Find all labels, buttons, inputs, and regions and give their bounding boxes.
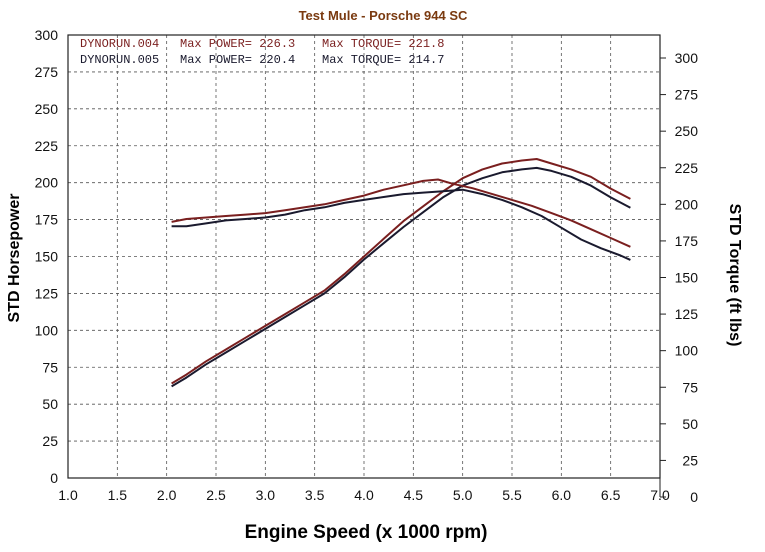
y2-tick-label: 250: [675, 123, 699, 139]
y-tick-label: 125: [35, 285, 59, 301]
y-tick-label: 275: [35, 64, 59, 80]
y2-axis-label: STD Torque (ft lbs): [726, 204, 743, 347]
y2-tick-label: 225: [675, 160, 699, 176]
y2-tick-label: 275: [675, 87, 699, 103]
y2-tick-label: 125: [675, 306, 699, 322]
y2-tick-label: 100: [675, 343, 699, 359]
chart-title: Test Mule - Porsche 944 SC: [299, 8, 468, 23]
y-tick-label: 0: [50, 470, 58, 486]
legend-max-torque: Max TORQUE= 221.8: [322, 37, 444, 51]
x-axis-label: Engine Speed (x 1000 rpm): [245, 522, 488, 543]
legend-max-power: Max POWER= 226.3: [180, 37, 295, 51]
y2-tick-label: 200: [675, 196, 699, 212]
x-tick-label: 6.5: [601, 487, 621, 503]
x-tick-label: 5.0: [453, 487, 473, 503]
y2-tick-label: 50: [682, 416, 698, 432]
x-tick-label: 4.5: [404, 487, 424, 503]
y2-tick-label: 175: [675, 233, 699, 249]
y-tick-label: 75: [42, 359, 58, 375]
x-tick-label: 2.0: [157, 487, 177, 503]
x-tick-label: 3.0: [256, 487, 276, 503]
y-tick-label: 50: [42, 396, 58, 412]
y-tick-label: 25: [42, 433, 58, 449]
y-tick-label: 300: [35, 27, 59, 43]
x-tick-labels: 1.0 1.5 2.0 2.5 3.0 3.5 4.0 4.5 5.0 5.5 6.0 6.5 7.0: [58, 487, 670, 503]
series-line-torque: [171, 178, 631, 248]
x-tick-label: 1.5: [108, 487, 128, 503]
series-line-torque: [171, 188, 631, 261]
series-line-power: [171, 166, 631, 388]
series-layer: [171, 158, 631, 388]
y-tick-label: 225: [35, 138, 59, 154]
x-tick-label: 5.5: [502, 487, 522, 503]
x-tick-label: 2.5: [206, 487, 226, 503]
y-axis-label: STD Horsepower: [6, 194, 23, 323]
x-tick-label: 1.0: [58, 487, 78, 503]
y2-tick-label: 0: [690, 489, 698, 505]
y2-tick-label: 150: [675, 270, 699, 286]
x-tick-label: 6.0: [552, 487, 572, 503]
y2-tick-label: 75: [682, 379, 698, 395]
y-tick-labels: 0 25 50 75 100 125 150 175 200 225 250 275 300: [35, 27, 59, 486]
y-tick-label: 200: [35, 175, 59, 191]
y-tick-label: 150: [35, 249, 59, 265]
x-tick-label: 3.5: [305, 487, 325, 503]
y2-tick-label: 300: [675, 50, 699, 66]
legend-max-power: Max POWER= 220.4: [180, 53, 295, 67]
legend-run-label: DYNORUN.004: [80, 37, 159, 51]
legend-max-torque: Max TORQUE= 214.7: [322, 53, 444, 67]
y-tick-label: 100: [35, 322, 59, 338]
series-line-power: [171, 158, 631, 385]
y-tick-label: 175: [35, 212, 59, 228]
x-tick-label: 4.0: [354, 487, 374, 503]
legend-run-label: DYNORUN.005: [80, 53, 159, 67]
y-tick-label: 250: [35, 101, 59, 117]
y2-tick-labels: 0 25 50 75 100 125 150 175 200 225 250 275 300: [659, 50, 699, 505]
y2-tick-label: 25: [682, 452, 698, 468]
